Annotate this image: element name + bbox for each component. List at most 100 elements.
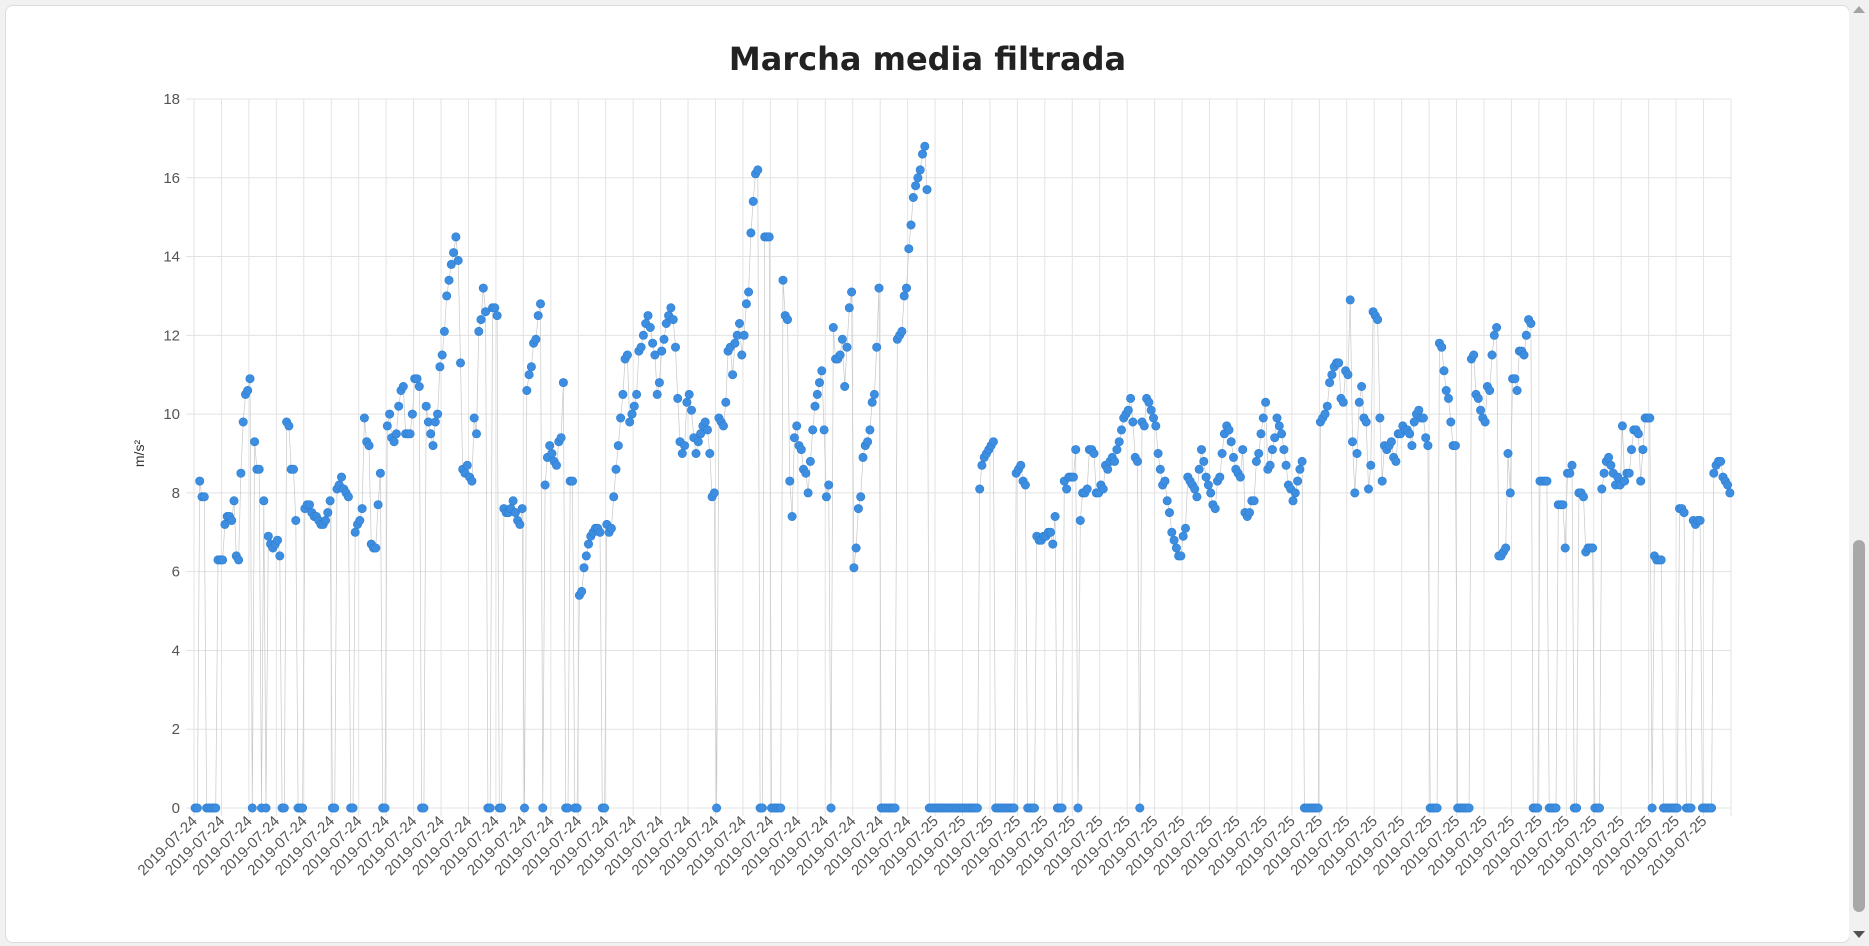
- data-point: [238, 417, 248, 427]
- data-point: [1238, 445, 1248, 455]
- data-point: [1261, 397, 1271, 407]
- page-scrollbar[interactable]: [1849, 0, 1869, 946]
- data-point: [1624, 468, 1634, 478]
- data-point: [1167, 527, 1177, 537]
- data-point: [1267, 445, 1277, 455]
- y-tick-label: 18: [163, 91, 180, 108]
- data-point: [1265, 460, 1275, 470]
- data-point: [1254, 448, 1264, 458]
- data-point: [801, 468, 811, 478]
- data-point: [234, 555, 244, 565]
- data-point: [449, 248, 459, 258]
- data-point: [627, 409, 637, 419]
- data-point: [828, 322, 838, 332]
- data-point: [901, 283, 911, 293]
- data-point: [915, 165, 925, 175]
- data-point: [391, 429, 401, 439]
- data-point: [1114, 437, 1124, 447]
- data-point: [1293, 476, 1303, 486]
- data-point: [826, 803, 836, 813]
- y-gridlines: [186, 98, 1731, 809]
- data-point: [1224, 425, 1234, 435]
- data-point: [847, 287, 857, 297]
- data-point: [540, 480, 550, 490]
- data-point: [1245, 508, 1255, 518]
- data-point: [1075, 515, 1085, 525]
- data-point: [359, 413, 369, 423]
- data-point: [1290, 488, 1300, 498]
- data-point: [851, 543, 861, 553]
- data-point: [1572, 803, 1582, 813]
- data-point: [1217, 448, 1227, 458]
- data-point: [556, 433, 566, 443]
- data-point: [522, 385, 532, 395]
- data-point: [1558, 500, 1568, 510]
- data-point: [284, 421, 294, 431]
- data-point: [1464, 803, 1474, 813]
- data-point: [1270, 433, 1280, 443]
- y-tick-label: 2: [172, 721, 180, 738]
- data-point: [1377, 476, 1387, 486]
- data-point: [261, 803, 271, 813]
- data-point: [1505, 488, 1515, 498]
- scroll-thumb[interactable]: [1853, 540, 1865, 912]
- data-point: [364, 441, 374, 451]
- data-point: [474, 326, 484, 336]
- chart-panel: Marcha media filtrada 0 2 4 6 8 10 12 14 16 18 20…: [5, 5, 1850, 943]
- data-point: [1313, 803, 1323, 813]
- data-point: [467, 476, 477, 486]
- data-point: [1135, 803, 1145, 813]
- data-point: [199, 492, 209, 502]
- data-point: [1144, 397, 1154, 407]
- data-point: [1357, 381, 1367, 391]
- y-tick-label: 8: [172, 485, 180, 502]
- data-point: [1226, 437, 1236, 447]
- data-point: [263, 531, 273, 541]
- data-point: [748, 196, 758, 206]
- data-point: [1110, 456, 1120, 466]
- data-point: [371, 543, 381, 553]
- data-point: [1274, 421, 1284, 431]
- data-point: [1597, 484, 1607, 494]
- y-tick-label: 6: [172, 564, 180, 581]
- data-point: [492, 311, 502, 321]
- data-point: [320, 515, 330, 525]
- data-point: [1620, 476, 1630, 486]
- data-point: [442, 291, 452, 301]
- data-point: [330, 803, 340, 813]
- data-point: [581, 551, 591, 561]
- data-point: [1647, 803, 1657, 813]
- data-point: [1050, 511, 1060, 521]
- data-point: [1633, 429, 1643, 439]
- scroll-up-arrow-icon[interactable]: [1853, 6, 1865, 13]
- data-point: [1364, 484, 1374, 494]
- data-point: [1338, 397, 1348, 407]
- data-point: [526, 362, 536, 372]
- data-point: [1030, 803, 1040, 813]
- data-point: [519, 803, 529, 813]
- data-point: [1146, 405, 1156, 415]
- data-point: [1160, 476, 1170, 486]
- series-points: [190, 141, 1735, 813]
- data-point: [1446, 417, 1456, 427]
- data-point: [1073, 803, 1083, 813]
- data-point: [1320, 409, 1330, 419]
- data-point: [1272, 413, 1282, 423]
- data-point: [837, 334, 847, 344]
- data-point: [1322, 401, 1332, 411]
- data-point: [192, 803, 202, 813]
- data-point: [428, 441, 438, 451]
- data-point: [657, 346, 667, 356]
- data-point: [638, 330, 648, 340]
- data-point: [272, 535, 282, 545]
- data-point: [1423, 441, 1433, 451]
- data-point: [1046, 527, 1056, 537]
- data-point: [1190, 484, 1200, 494]
- scroll-down-arrow-icon[interactable]: [1853, 931, 1865, 938]
- data-point: [1405, 429, 1415, 439]
- data-point: [1325, 378, 1335, 388]
- data-point: [1068, 472, 1078, 482]
- data-point: [609, 492, 619, 502]
- data-point: [787, 511, 797, 521]
- data-point: [858, 452, 868, 462]
